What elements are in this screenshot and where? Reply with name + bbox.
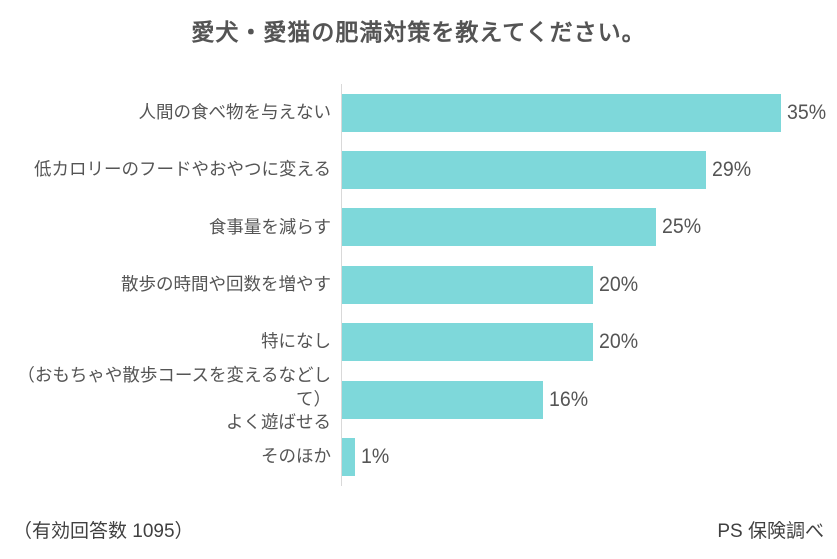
category-label: （おもちゃや散歩コースを変えるなどして） よく遊ばせる	[17, 365, 331, 433]
value-label: 29%	[712, 158, 752, 182]
category-label: 特になし	[261, 331, 331, 352]
bar-chart: 人間の食べ物を与えない 35% 低カロリーのフードやおやつに変える 29% 食事…	[0, 84, 837, 486]
chart-row: 人間の食べ物を与えない 35%	[0, 84, 837, 142]
bar-zone: 35%	[341, 84, 837, 142]
bar	[342, 265, 593, 304]
bar	[342, 380, 543, 419]
chart-title: 愛犬・愛猫の肥満対策を教えてください。	[191, 19, 646, 45]
bar-zone: 25%	[341, 198, 837, 257]
category-label: そのほか	[261, 446, 331, 467]
value-label: 25%	[662, 215, 702, 239]
chart-row: そのほか 1%	[0, 428, 837, 486]
valid-responses-note: （有効回答数 1095）	[13, 521, 194, 542]
source-note: PS 保険調べ	[717, 521, 824, 542]
value-label: 16%	[549, 387, 589, 411]
bar-zone: 29%	[341, 141, 837, 199]
bar	[342, 438, 355, 477]
bar-zone: 20%	[341, 313, 837, 371]
value-label: 20%	[599, 330, 639, 354]
chart-row: 食事量を減らす 25%	[0, 198, 837, 257]
value-label: 35%	[787, 100, 827, 124]
chart-row: 特になし 20%	[0, 313, 837, 371]
value-label: 1%	[361, 445, 390, 469]
category-label: 散歩の時間や回数を増やす	[121, 274, 331, 295]
bar-zone: 20%	[341, 256, 837, 314]
bar	[342, 93, 781, 132]
bar	[342, 208, 656, 247]
bar-zone: 16%	[341, 370, 837, 429]
category-label: 食事量を減らす	[208, 216, 331, 237]
bar-zone: 1%	[341, 428, 837, 486]
category-label: 低カロリーのフードやおやつに変える	[34, 159, 331, 180]
chart-row: 低カロリーのフードやおやつに変える 29%	[0, 141, 837, 199]
value-label: 20%	[599, 272, 639, 296]
chart-row: 散歩の時間や回数を増やす 20%	[0, 256, 837, 314]
bar	[342, 323, 593, 362]
chart-row: （おもちゃや散歩コースを変えるなどして） よく遊ばせる 16%	[0, 365, 837, 432]
chart-footer: （有効回答数 1095） PS 保険調べ	[0, 516, 837, 543]
category-label: 人間の食べ物を与えない	[138, 101, 332, 122]
bar	[342, 151, 706, 190]
